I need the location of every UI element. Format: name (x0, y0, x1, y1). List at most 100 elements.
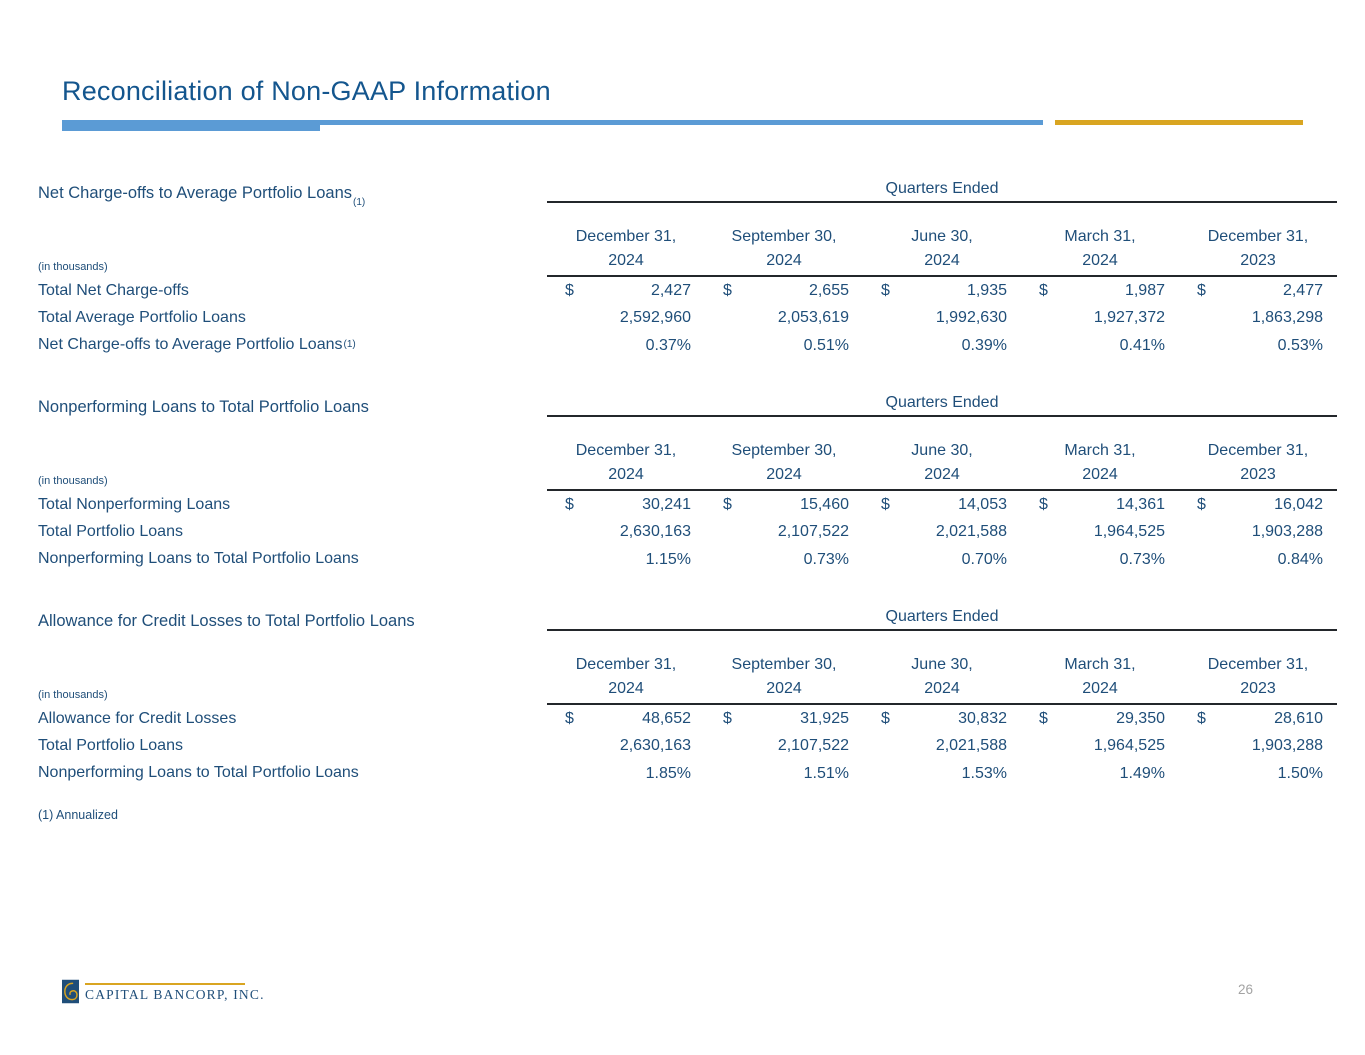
logo-wordmark-block: CAPITAL BANCORP, INC. (85, 977, 265, 1003)
section-title: Net Charge-offs to Average Portfolio Loa… (38, 184, 366, 208)
data-cell: 2,630,163 (547, 518, 705, 545)
column-header: December 31, 2024 (547, 225, 705, 277)
cell-value: 2,655 (808, 281, 849, 299)
data-cell: 0.70% (863, 545, 1021, 574)
dollar-sign: $ (1197, 281, 1206, 299)
data-cell: 1.49% (1021, 759, 1179, 788)
dollar-sign: $ (881, 709, 890, 727)
dollar-sign: $ (881, 281, 890, 299)
dollar-sign: $ (565, 281, 574, 299)
cell-value: 14,053 (958, 495, 1007, 513)
dollar-sign: $ (1039, 709, 1048, 727)
data-cell: $48,652 (547, 705, 705, 732)
title-underline (62, 120, 1304, 132)
column-header-date: March 31, (1064, 656, 1136, 673)
column-header-date: June 30, (911, 442, 973, 459)
dollar-sign: $ (1197, 495, 1206, 513)
dollar-sign: $ (723, 495, 732, 513)
cell-value: 1.50% (1277, 764, 1323, 782)
cell-value: 2,107,522 (777, 736, 849, 754)
cell-value: 48,652 (642, 709, 691, 727)
data-cell: $2,477 (1179, 277, 1337, 304)
cell-value: 1,935 (966, 281, 1007, 299)
data-cell: 0.84% (1179, 545, 1337, 574)
column-header: December 31, 2023 (1179, 653, 1337, 705)
cell-value: 31,925 (800, 709, 849, 727)
data-cell: 0.51% (705, 331, 863, 360)
data-cell: 0.73% (705, 545, 863, 574)
data-cell: 1.85% (547, 759, 705, 788)
column-header: December 31, 2023 (1179, 225, 1337, 277)
logo-spiral-icon (62, 979, 79, 1004)
data-cell: 2,021,588 (863, 732, 1021, 759)
data-cell: 1,903,288 (1179, 732, 1337, 759)
data-cell: 0.41% (1021, 331, 1179, 360)
cell-value: 28,610 (1274, 709, 1323, 727)
cell-value: 1.49% (1119, 764, 1165, 782)
data-cell: $16,042 (1179, 491, 1337, 518)
data-cell: 0.39% (863, 331, 1021, 360)
cell-value: 2,592,960 (619, 308, 691, 326)
cell-value: 2,427 (650, 281, 691, 299)
column-header-date: September 30, (731, 656, 837, 673)
data-cell: 2,107,522 (705, 732, 863, 759)
quarters-ended-label: Quarters Ended (547, 598, 1337, 631)
column-header: September 30, 2024 (705, 653, 863, 705)
row-label: Total Nonperforming Loans (38, 495, 231, 513)
cell-value: 1,992,630 (935, 308, 1007, 326)
data-cell: 1,964,525 (1021, 732, 1179, 759)
cell-value: 0.73% (1119, 550, 1165, 568)
cell-value: 1.53% (961, 764, 1007, 782)
column-header-year: 2024 (924, 680, 960, 697)
unit-label: (in thousands) (38, 475, 108, 487)
column-header-date: September 30, (731, 442, 837, 459)
cell-value: 0.51% (803, 336, 849, 354)
data-cell: $30,241 (547, 491, 705, 518)
cell-value: 0.73% (803, 550, 849, 568)
column-header: June 30, 2024 (863, 439, 1021, 491)
dollar-sign: $ (723, 709, 732, 727)
column-header-year: 2023 (1240, 252, 1276, 269)
slide-title: Reconciliation of Non-GAAP Information (62, 76, 551, 106)
column-header-date: September 30, (731, 228, 837, 245)
section-title: Allowance for Credit Losses to Total Por… (38, 612, 415, 630)
column-header-year: 2023 (1240, 466, 1276, 483)
data-cell: 0.73% (1021, 545, 1179, 574)
cell-value: 0.70% (961, 550, 1007, 568)
cell-value: 29,350 (1116, 709, 1165, 727)
data-cell: $30,832 (863, 705, 1021, 732)
data-cell: $28,610 (1179, 705, 1337, 732)
cell-value: 2,107,522 (777, 522, 849, 540)
column-header-year: 2024 (924, 252, 960, 269)
row-label: Net Charge-offs to Average Portfolio Loa… (38, 335, 356, 353)
column-header-date: June 30, (911, 228, 973, 245)
column-header: March 31, 2024 (1021, 439, 1179, 491)
row-label: Allowance for Credit Losses (38, 709, 237, 727)
company-logo: CAPITAL BANCORP, INC. (62, 977, 265, 1006)
data-cell: 1,992,630 (863, 304, 1021, 331)
data-cell: $15,460 (705, 491, 863, 518)
data-cell: $29,350 (1021, 705, 1179, 732)
data-cell: $31,925 (705, 705, 863, 732)
column-header: March 31, 2024 (1021, 225, 1179, 277)
unit-label: (in thousands) (38, 261, 108, 273)
cell-value: 15,460 (800, 495, 849, 513)
cell-value: 1,964,525 (1093, 736, 1165, 754)
cell-value: 0.39% (961, 336, 1007, 354)
data-cell: 0.37% (547, 331, 705, 360)
column-header: September 30, 2024 (705, 225, 863, 277)
data-cell: 1.51% (705, 759, 863, 788)
column-header: March 31, 2024 (1021, 653, 1179, 705)
cell-value: 2,021,588 (935, 522, 1007, 540)
column-header: December 31, 2023 (1179, 439, 1337, 491)
column-header-year: 2024 (1082, 466, 1118, 483)
cell-value: 1,927,372 (1093, 308, 1165, 326)
data-cell: 2,053,619 (705, 304, 863, 331)
dollar-sign: $ (1039, 281, 1048, 299)
unit-label: (in thousands) (38, 689, 108, 701)
column-header-year: 2024 (766, 466, 802, 483)
dollar-sign: $ (1039, 495, 1048, 513)
column-header-date: December 31, (1207, 656, 1309, 673)
column-header-date: December 31, (1207, 442, 1309, 459)
data-cell: 2,630,163 (547, 732, 705, 759)
